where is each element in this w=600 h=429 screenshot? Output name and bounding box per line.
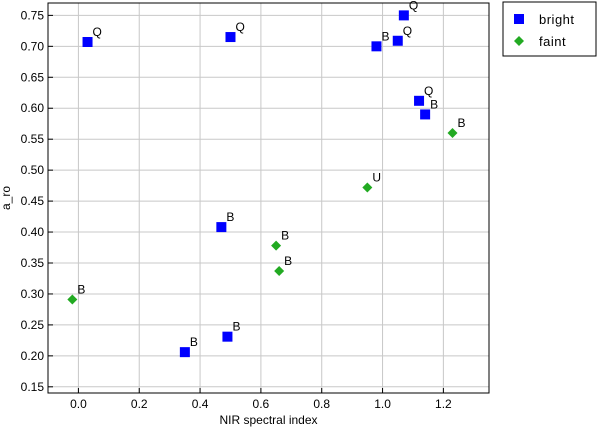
y-tick-label: 0.20 (21, 349, 45, 363)
y-tick-label: 0.70 (21, 39, 45, 53)
x-axis-label: NIR spectral index (219, 413, 317, 427)
data-point-label: Q (409, 0, 418, 12)
legend: bright faint (502, 1, 597, 57)
y-axis-ticks: 0.15 0.20 0.25 0.30 0.35 0.40 0.45 0.50 0.55 0.60… (21, 8, 53, 394)
data-point-bright (392, 35, 403, 46)
data-point-bright (225, 32, 236, 43)
data-point-label: B (190, 335, 198, 349)
data-point-label: B (226, 210, 234, 224)
legend-box (502, 1, 597, 57)
data-point-label: Q (424, 84, 433, 98)
legend-entry-faint: faint (539, 34, 566, 49)
data-point-label: B (232, 320, 240, 334)
data-point-label: U (372, 170, 381, 184)
data-point-bright (216, 222, 227, 233)
y-tick-label: 0.60 (21, 101, 45, 115)
y-tick-label: 0.45 (21, 194, 45, 208)
x-tick-label: 1.2 (435, 397, 452, 411)
data-point-faint (67, 294, 78, 305)
y-tick-label: 0.30 (21, 287, 45, 301)
y-tick-label: 0.25 (21, 318, 45, 332)
axes (47, 2, 490, 394)
x-tick-label: 1.0 (374, 397, 391, 411)
data-point-bright (420, 109, 431, 120)
plot-frame (47, 2, 490, 394)
data-point-bright (371, 41, 382, 52)
data-point-bright (222, 331, 233, 342)
data-point-label: B (430, 97, 438, 111)
data-point-bright (179, 347, 190, 358)
data-point-label: Q (403, 24, 412, 38)
data-point-label: B (281, 229, 289, 243)
x-tick-label: 0.4 (192, 397, 209, 411)
data-point-faint (362, 182, 373, 193)
data-point-bright (398, 10, 409, 21)
y-tick-label: 0.75 (21, 8, 45, 22)
x-tick-label: 0.6 (253, 397, 270, 411)
legend-entry-bright: bright (539, 12, 575, 27)
x-tick-label: 0.2 (131, 397, 148, 411)
y-axis-label: a_ro (0, 186, 13, 210)
data-point-label: B (458, 116, 466, 130)
data-point-label: B (77, 283, 85, 297)
data-point-bright (414, 95, 425, 106)
data-point-faint (271, 240, 282, 251)
y-tick-label: 0.35 (21, 256, 45, 270)
y-tick-label: 0.55 (21, 132, 45, 146)
data-point-label: Q (93, 25, 102, 39)
grid (48, 3, 489, 393)
data-point-label: B (284, 254, 292, 268)
data-point-bright (82, 37, 93, 47)
data-point-faint (274, 266, 285, 277)
y-tick-label: 0.65 (21, 70, 45, 84)
data-point-faint (447, 128, 458, 138)
legend-marker-faint (514, 36, 524, 46)
x-tick-label: 0.8 (313, 397, 330, 411)
y-tick-label: 0.15 (21, 380, 45, 394)
x-tick-label: 0.0 (70, 397, 87, 411)
y-tick-label: 0.50 (21, 163, 45, 177)
data-point-label: Q (235, 20, 244, 34)
x-axis-ticks: 0.0 0.2 0.4 0.6 0.8 1.0 1.2 (70, 388, 452, 411)
legend-marker-bright (514, 14, 524, 24)
data-point-label: B (381, 29, 389, 43)
y-tick-label: 0.40 (21, 225, 45, 239)
